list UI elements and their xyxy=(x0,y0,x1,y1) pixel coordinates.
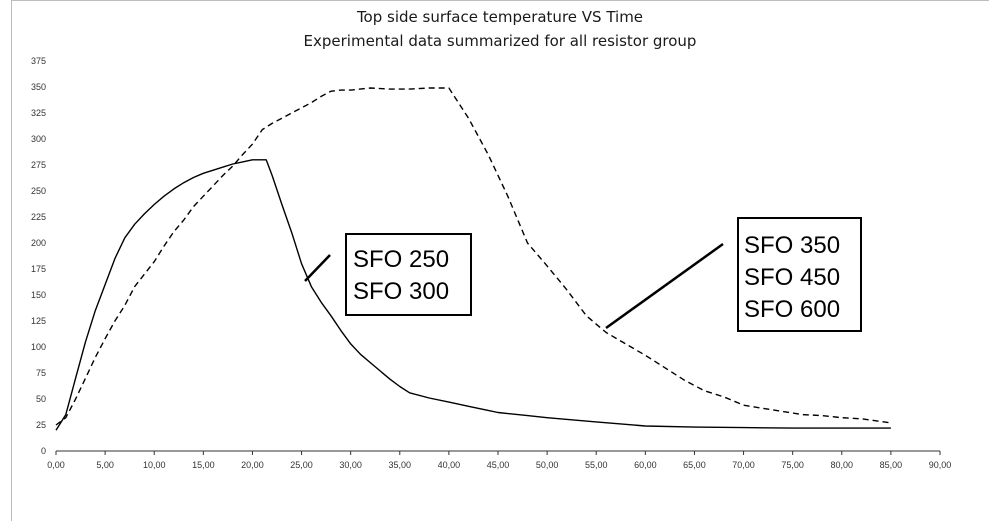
callout-box-sfo250-300 xyxy=(345,233,472,316)
callout-label-sfo600: SFO 600 xyxy=(744,296,840,323)
callout-label-sfo250: SFO 250 xyxy=(353,246,449,273)
x-tick-label: 15,00 xyxy=(192,460,215,470)
x-tick-label: 0,00 xyxy=(47,460,65,470)
x-tick-label: 40,00 xyxy=(438,460,461,470)
chart-subtitle: Experimental data summarized for all res… xyxy=(304,32,697,50)
y-tick-label: 175 xyxy=(31,264,46,274)
x-tick-label: 65,00 xyxy=(683,460,706,470)
y-tick-label: 375 xyxy=(31,56,46,66)
x-tick-label: 70,00 xyxy=(732,460,755,470)
y-tick-label: 325 xyxy=(31,108,46,118)
y-tick-label: 125 xyxy=(31,316,46,326)
x-tick-label: 35,00 xyxy=(389,460,412,470)
callout-box-sfo350-600 xyxy=(737,217,862,332)
y-tick-label: 250 xyxy=(31,186,46,196)
callout-leader-sfo250-300 xyxy=(304,254,331,282)
x-tick-label: 25,00 xyxy=(290,460,313,470)
y-tick-label: 300 xyxy=(31,134,46,144)
y-tick-label: 150 xyxy=(31,290,46,300)
x-tick-label: 10,00 xyxy=(143,460,166,470)
callout-leader-sfo350-600 xyxy=(605,242,724,330)
chart-frame xyxy=(11,0,989,521)
series-line-solid xyxy=(55,159,891,431)
x-tick-label: 20,00 xyxy=(241,460,264,470)
callout-label-sfo450: SFO 450 xyxy=(744,264,840,291)
x-tick-label: 60,00 xyxy=(634,460,657,470)
y-tick-label: 275 xyxy=(31,160,46,170)
x-tick-label: 30,00 xyxy=(339,460,362,470)
x-tick-label: 50,00 xyxy=(536,460,559,470)
y-axis-ticks: 0 25 50 75 100 125 150 175 200 225 250 275 300 325 350… xyxy=(31,56,46,456)
x-tick-label: 45,00 xyxy=(487,460,510,470)
y-tick-label: 225 xyxy=(31,212,46,222)
y-tick-label: 75 xyxy=(36,368,46,378)
x-tick-label: 75,00 xyxy=(781,460,804,470)
x-tick-label: 5,00 xyxy=(96,460,114,470)
x-tick-label: 90,00 xyxy=(929,460,952,470)
y-tick-label: 200 xyxy=(31,238,46,248)
y-tick-label: 50 xyxy=(36,394,46,404)
series-group xyxy=(55,87,891,431)
y-tick-label: 0 xyxy=(41,446,46,456)
callout-label-sfo350: SFO 350 xyxy=(744,232,840,259)
x-tick-label: 80,00 xyxy=(831,460,854,470)
x-tick-label: 85,00 xyxy=(880,460,903,470)
x-tick-label: 55,00 xyxy=(585,460,608,470)
y-tick-label: 25 xyxy=(36,420,46,430)
callout-label-sfo300: SFO 300 xyxy=(353,278,449,305)
chart-title: Top side surface temperature VS Time xyxy=(356,8,643,26)
y-tick-label: 350 xyxy=(31,82,46,92)
x-axis-ticks: 0,00 5,00 10,00 15,00 20,00 25,00 30,00 35,00 40… xyxy=(47,451,951,470)
y-tick-label: 100 xyxy=(31,342,46,352)
series-line-dashed xyxy=(55,87,891,426)
